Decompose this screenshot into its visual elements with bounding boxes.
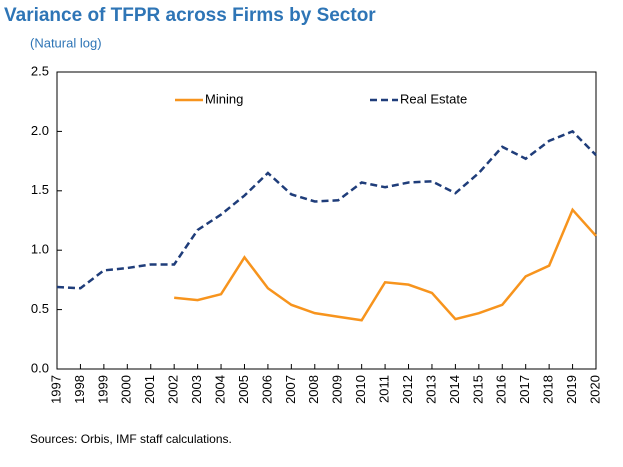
x-tick-label: 2017: [517, 375, 532, 404]
series-line: [174, 207, 597, 322]
y-tick-label: 0.0: [31, 360, 49, 375]
x-tick-label: 2011: [377, 375, 392, 403]
x-tick-label: 1997: [48, 375, 63, 404]
x-tick-label: 2007: [283, 375, 298, 404]
y-tick-label: 0.5: [31, 301, 49, 316]
x-tick-label: 2016: [494, 375, 509, 404]
chart-title: Variance of TFPR across Firms by Sector: [4, 5, 376, 26]
x-tick-label: 2020: [587, 375, 602, 404]
x-tick-label: 2019: [564, 375, 579, 404]
y-tick-label: 2.0: [31, 123, 49, 138]
y-tick-label: 1.0: [31, 242, 49, 257]
x-tick-label: 2006: [259, 375, 274, 404]
source-note: Sources: Orbis, IMF staff calculations.: [30, 432, 232, 446]
series-line: [56, 129, 597, 290]
x-tick-label: 2012: [400, 375, 415, 404]
plot-frame: [56, 71, 597, 370]
x-tick-label: 1999: [95, 375, 110, 404]
x-tick-label: 2014: [447, 375, 462, 404]
y-tick-label: 2.5: [31, 63, 49, 78]
x-tick-label: 2005: [236, 375, 251, 404]
x-tick-label: 2001: [142, 375, 157, 404]
x-tick-label: 2015: [470, 375, 485, 404]
x-tick-label: 2004: [212, 375, 227, 404]
x-tick-label: 2008: [306, 375, 321, 404]
x-tick-label: 2010: [353, 375, 368, 404]
legend-label: Mining: [205, 91, 243, 106]
x-tick-label: 2002: [166, 375, 181, 404]
legend-label: Real Estate: [400, 91, 467, 106]
x-tick-label: 2003: [189, 375, 204, 404]
x-tick-label: 2018: [541, 375, 556, 404]
x-tick-label: 2009: [330, 375, 345, 404]
x-tick-label: 2013: [423, 375, 438, 404]
x-tick-label: 1998: [72, 375, 87, 404]
x-tick-label: 2000: [119, 375, 134, 404]
chart-subtitle: (Natural log): [30, 35, 102, 50]
y-tick-label: 1.5: [31, 182, 49, 197]
